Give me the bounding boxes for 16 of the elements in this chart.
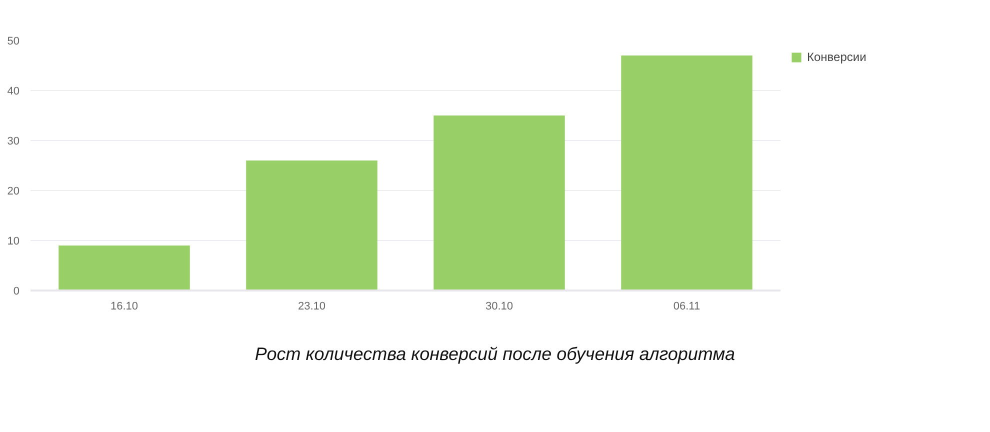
y-tick-label: 40 [7, 86, 20, 98]
y-tick-label: 30 [7, 136, 20, 148]
bar [58, 246, 190, 290]
x-tick-label: 06.11 [673, 300, 700, 312]
y-tick-label: 50 [7, 36, 20, 48]
y-tick-label: 20 [7, 186, 20, 198]
x-tick-label: 16.10 [110, 300, 138, 312]
x-tick-label: 30.10 [485, 300, 514, 312]
y-tick-label: 10 [7, 236, 20, 248]
bar [434, 116, 565, 290]
y-tick-label: 0 [13, 286, 20, 298]
text: Рост количества конверсий после обучения алгоритма [254, 343, 736, 366]
bar [246, 160, 378, 290]
x-tick-label: 23.10 [298, 300, 326, 312]
bar [621, 56, 752, 290]
legend-label: Конверсии [807, 50, 866, 64]
